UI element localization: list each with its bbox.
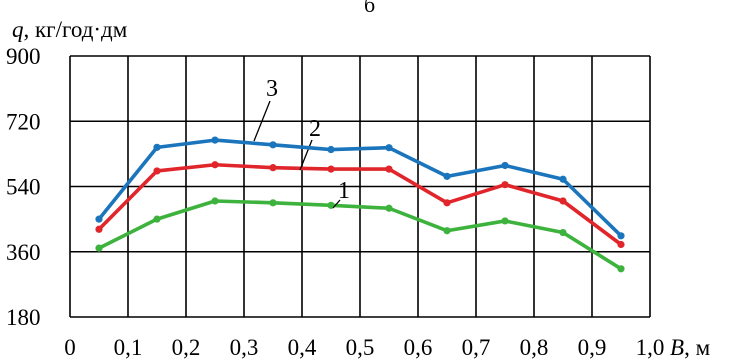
data-point-2 (211, 161, 219, 169)
y-axis-symbol: q (12, 17, 24, 42)
data-point-1 (95, 244, 103, 252)
y-tick-label: 540 (6, 175, 41, 200)
data-point-1 (501, 217, 509, 225)
x-tick-label: 0,6 (404, 335, 433, 359)
caption-fragment: б (364, 0, 375, 17)
series-label-1: 1 (338, 178, 350, 204)
x-tick-label: 0,4 (288, 335, 317, 359)
data-point-3 (153, 143, 161, 151)
series-label-2: 2 (309, 116, 321, 142)
x-axis-unit: , м (684, 335, 711, 359)
series-line-1 (98, 199, 622, 271)
y-axis-unit: , кг/год·дм (24, 17, 128, 42)
data-point-1 (385, 204, 393, 212)
data-point-3 (617, 232, 625, 240)
data-point-3 (327, 145, 335, 154)
y-tick-label: 900 (6, 44, 41, 69)
data-point-2 (95, 225, 103, 233)
x-tick-label: 0,9 (578, 335, 607, 359)
y-tick-label: 720 (6, 109, 41, 134)
data-point-2 (153, 167, 161, 175)
data-point-3 (269, 141, 277, 149)
series-label-leader-1 (332, 199, 341, 209)
y-axis-title: q, кг/год·дм (12, 17, 128, 42)
data-point-3 (385, 144, 393, 152)
x-tick-label: 0,1 (114, 335, 143, 359)
y-tick-label: 360 (6, 240, 41, 265)
data-point-2 (385, 165, 393, 173)
x-tick-label: 0,5 (346, 335, 375, 359)
data-point-2 (443, 199, 451, 207)
x-axis-symbol: B (670, 335, 684, 359)
tick-labels: 0 0,1 0,2 0,3 0,4 0,5 0,6 0,7 0,8 0,9 1,0 180 360 540… (6, 44, 664, 359)
x-tick-label: 0 (64, 335, 76, 359)
y-tick-label: 180 (6, 305, 41, 330)
data-point-3 (443, 172, 451, 180)
data-point-1 (559, 228, 567, 237)
data-point-3 (501, 161, 509, 170)
series-label-leader-3 (253, 100, 271, 142)
series-label-leader-2 (299, 139, 313, 171)
x-tick-label: 0,2 (172, 335, 201, 359)
x-tick-label: 0,3 (230, 335, 259, 359)
data-point-1 (327, 201, 335, 209)
x-tick-label: 0,8 (520, 335, 549, 359)
data-point-1 (443, 227, 451, 235)
data-point-2 (617, 240, 625, 249)
data-point-3 (95, 215, 103, 223)
data-point-1 (211, 197, 219, 205)
data-point-2 (501, 181, 509, 189)
data-point-2 (327, 165, 335, 173)
data-point-2 (269, 164, 277, 172)
data-point-1 (617, 265, 625, 273)
x-tick-label: 0,7 (462, 335, 491, 359)
series-line-3 (97, 138, 623, 238)
data-point-2 (559, 197, 567, 205)
x-tick-label: 1,0 (636, 335, 665, 359)
series-label-3: 3 (266, 76, 278, 102)
series-group: 1 2 3 (95, 76, 625, 273)
data-point-1 (269, 199, 277, 207)
data-point-3 (559, 175, 567, 183)
series-line-2 (97, 162, 623, 246)
data-point-3 (211, 136, 219, 144)
data-point-1 (153, 215, 161, 223)
x-axis-title: B, м (670, 335, 711, 359)
grid (69, 55, 651, 318)
